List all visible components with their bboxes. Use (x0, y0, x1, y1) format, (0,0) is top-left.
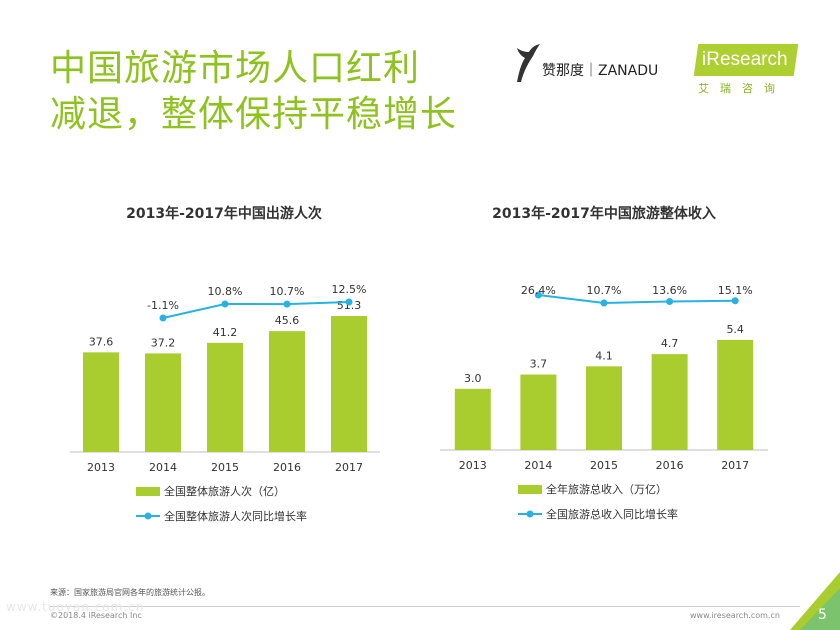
chart1-legend-line-marker (144, 512, 152, 520)
zanadu-logo: 赞那度｜ZANADU (515, 42, 685, 84)
chart1-growth-point-2014 (159, 314, 167, 322)
chart2-bar-label-2017: 5.4 (726, 323, 744, 336)
bird-icon (517, 44, 540, 82)
chart2-growth-point-2016 (666, 298, 674, 306)
chart2-tick-2014: 2014 (524, 459, 552, 472)
chart1-growth-label-2015: 10.8% (208, 285, 243, 298)
chart1-legend-bar-swatch (136, 487, 160, 496)
chart2-title: 2013年-2017年中国旅游整体收入 (492, 206, 716, 222)
chart1-growth-label-2017: 12.5% (332, 283, 367, 296)
chart1-bar-2016 (269, 331, 305, 452)
chart1-bar-label-2014: 37.2 (151, 336, 176, 349)
footer-divider (50, 606, 800, 607)
chart2-tick-2013: 2013 (459, 459, 487, 472)
chart2-growth-label-2017: 15.1% (718, 284, 753, 297)
iresearch-logo-cn: 艾瑞咨询 (698, 82, 786, 95)
chart2-growth-label-2015: 10.7% (587, 284, 622, 297)
page-title-line2: 减退，整体保持平稳增长 (50, 94, 458, 135)
page-title: 中国旅游市场人口红利 减退，整体保持平稳增长 (50, 46, 457, 138)
chart2-tick-2017: 2017 (721, 459, 749, 472)
chart2-bar-2015 (586, 366, 622, 450)
chart2-growth-point-2014 (534, 291, 542, 299)
chart1-growth-point-2015 (221, 300, 229, 308)
chart2-bar-2016 (651, 354, 688, 450)
page-title-line1: 中国旅游市场人口红利 (50, 48, 421, 89)
chart2-tick-2016: 2016 (656, 459, 684, 472)
chart2-growth-point-2017 (731, 297, 739, 305)
chart1-tick-2014: 2014 (149, 461, 177, 474)
chart1-bar-2013 (83, 352, 119, 452)
chart1-growth-line (162, 301, 350, 319)
iresearch-logo: iResearch 艾瑞咨询 (693, 44, 806, 96)
copyright: ©2018.4 iResearch Inc (50, 611, 142, 620)
chart1-tick-2013: 2013 (87, 461, 115, 474)
chart1-growth-point-2016 (283, 300, 291, 308)
page-corner-triangle (790, 572, 840, 630)
chart1-title: 2013年-2017年中国出游人次 (126, 206, 322, 222)
chart1-bar-label-2015: 41.2 (213, 326, 238, 339)
chart2-growth-label-2014: 26.4% (521, 284, 556, 297)
chart2-legend-bar-swatch (518, 485, 542, 494)
chart1-legend-bar-label: 全国整体旅游人次（亿） (164, 484, 285, 498)
chart1-tick-2015: 2015 (211, 461, 239, 474)
chart2-bar-2013 (454, 388, 491, 450)
chart1-bar-label-2016: 45.6 (275, 314, 300, 327)
chart1-tick-2017: 2017 (335, 461, 363, 474)
chart1-growth-label-2016: 10.7% (270, 285, 305, 298)
source-note: 来源：国家旅游局官网各年的旅游统计公报。 (50, 588, 210, 597)
chart2-bar-label-2013: 3.0 (464, 372, 482, 385)
chart2-legend-line-label: 全国旅游总收入同比增长率 (546, 507, 678, 521)
chart2-bar-2017 (717, 339, 754, 450)
chart2-bar-label-2016: 4.7 (661, 337, 679, 350)
chart2-growth-point-2015 (600, 299, 608, 307)
chart2-tick-2015: 2015 (590, 459, 618, 472)
chart1-growth-label-2014: -1.1% (147, 299, 179, 312)
watermark: www.tuoyan.com.cn (6, 600, 145, 614)
chart2-bar-2014 (520, 374, 557, 450)
chart1-bar-2015 (207, 342, 243, 452)
chart1-tick-2016: 2016 (273, 461, 301, 474)
chart2-legend-bar-label: 全年旅游总收入（万亿） (546, 482, 667, 496)
chart1-bar-2014 (145, 353, 181, 452)
page-number: 5 (818, 607, 827, 623)
chart1-legend-line-label: 全国整体旅游人次同比增长率 (164, 509, 307, 523)
chart2-bar-label-2014: 3.7 (530, 358, 548, 371)
chart1-bar-label-2013: 37.6 (89, 335, 114, 348)
chart1-growth-point-2017 (345, 298, 353, 306)
footer-url: www.iresearch.com.cn (690, 611, 780, 620)
chart2-growth-label-2016: 13.6% (652, 284, 687, 297)
chart1-bar-2017 (331, 316, 367, 452)
chart2-growth-line (538, 294, 736, 305)
zanadu-logo-text: 赞那度｜ZANADU (542, 63, 659, 79)
chart2-legend-line-marker (526, 510, 534, 518)
chart2-bar-label-2015: 4.1 (595, 349, 613, 362)
